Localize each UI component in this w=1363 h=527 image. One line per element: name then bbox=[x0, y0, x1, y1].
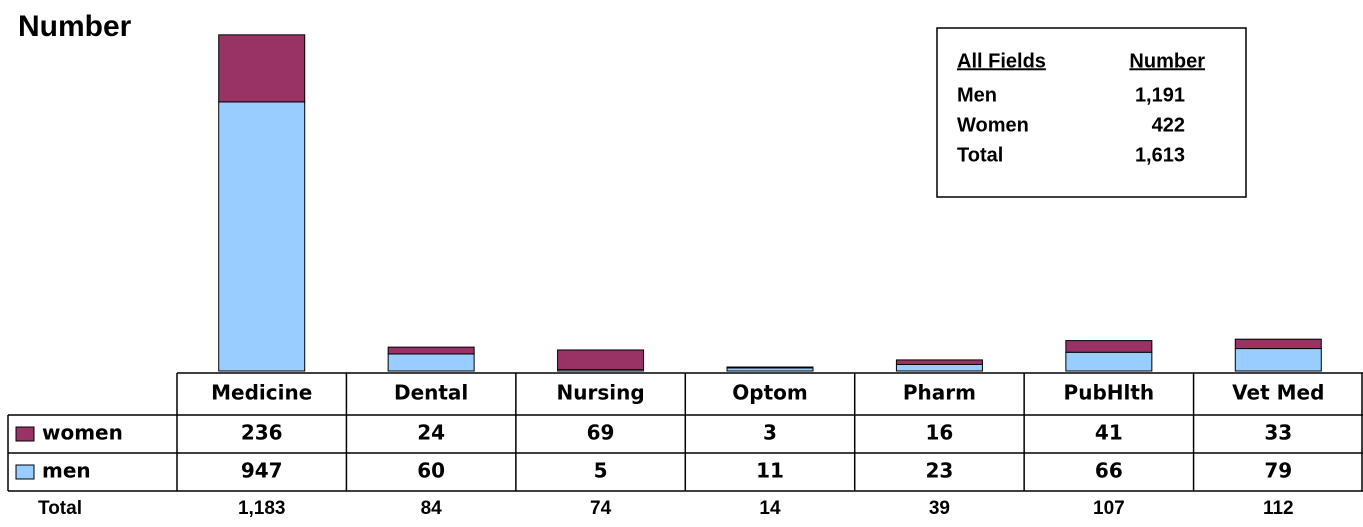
total-value: 39 bbox=[929, 498, 950, 519]
bar-segment bbox=[1065, 351, 1153, 372]
table-value: 3 bbox=[763, 421, 777, 445]
summary-value: 422 bbox=[1152, 114, 1185, 136]
table-value: 11 bbox=[756, 459, 784, 483]
legend-label: women bbox=[42, 421, 123, 445]
x-tick-label: Vet Med bbox=[1232, 381, 1324, 405]
bar-segment bbox=[387, 353, 475, 372]
x-tick-label: Dental bbox=[394, 381, 468, 405]
total-value: 1,183 bbox=[238, 498, 286, 519]
summary-value: 1,613 bbox=[1135, 144, 1185, 166]
x-tick-label: Optom bbox=[732, 381, 807, 405]
bar-segment bbox=[895, 359, 983, 365]
table-value: 41 bbox=[1095, 421, 1123, 445]
table-value: 79 bbox=[1264, 459, 1292, 483]
bar-segment bbox=[1065, 340, 1153, 353]
legend-label: men bbox=[42, 459, 91, 483]
table-value: 236 bbox=[241, 421, 283, 445]
table-value: 60 bbox=[417, 459, 445, 483]
x-tick-label: Medicine bbox=[211, 381, 312, 405]
chart-title: Number bbox=[18, 10, 132, 43]
bar-segment bbox=[218, 34, 306, 103]
summary-label: Men bbox=[957, 84, 997, 106]
table-value: 947 bbox=[241, 459, 283, 483]
summary-box bbox=[936, 27, 1247, 198]
total-value: 84 bbox=[421, 498, 443, 519]
bar-segment bbox=[557, 349, 645, 371]
bar-segment bbox=[1234, 338, 1322, 350]
bar-segment bbox=[218, 101, 306, 372]
bar-segment bbox=[387, 346, 475, 355]
table-value: 16 bbox=[926, 421, 954, 445]
bar-segment bbox=[1234, 348, 1322, 372]
legend-swatch bbox=[15, 426, 35, 442]
bar-segment bbox=[895, 363, 983, 372]
table-value: 24 bbox=[417, 421, 445, 445]
table-value: 66 bbox=[1095, 459, 1123, 483]
x-tick-label: PubHlth bbox=[1064, 381, 1155, 405]
x-tick-label: Pharm bbox=[903, 381, 976, 405]
summary-value: 1,191 bbox=[1135, 84, 1185, 106]
total-value: 14 bbox=[759, 498, 781, 519]
total-value: 112 bbox=[1263, 498, 1294, 519]
summary-label: Total bbox=[957, 144, 1003, 166]
summary-label: Women bbox=[957, 114, 1029, 136]
legend-swatch bbox=[15, 464, 35, 480]
total-value: 74 bbox=[590, 498, 612, 519]
total-value: 107 bbox=[1093, 498, 1125, 519]
table-value: 69 bbox=[587, 421, 615, 445]
total-label: Total bbox=[38, 498, 82, 519]
table-value: 23 bbox=[926, 459, 954, 483]
bar-segment bbox=[726, 366, 814, 369]
summary-header: All Fields bbox=[957, 50, 1046, 72]
x-tick-label: Nursing bbox=[556, 381, 644, 405]
table-value: 33 bbox=[1264, 421, 1292, 445]
summary-header: Number bbox=[1129, 50, 1205, 72]
table-value: 5 bbox=[594, 459, 608, 483]
